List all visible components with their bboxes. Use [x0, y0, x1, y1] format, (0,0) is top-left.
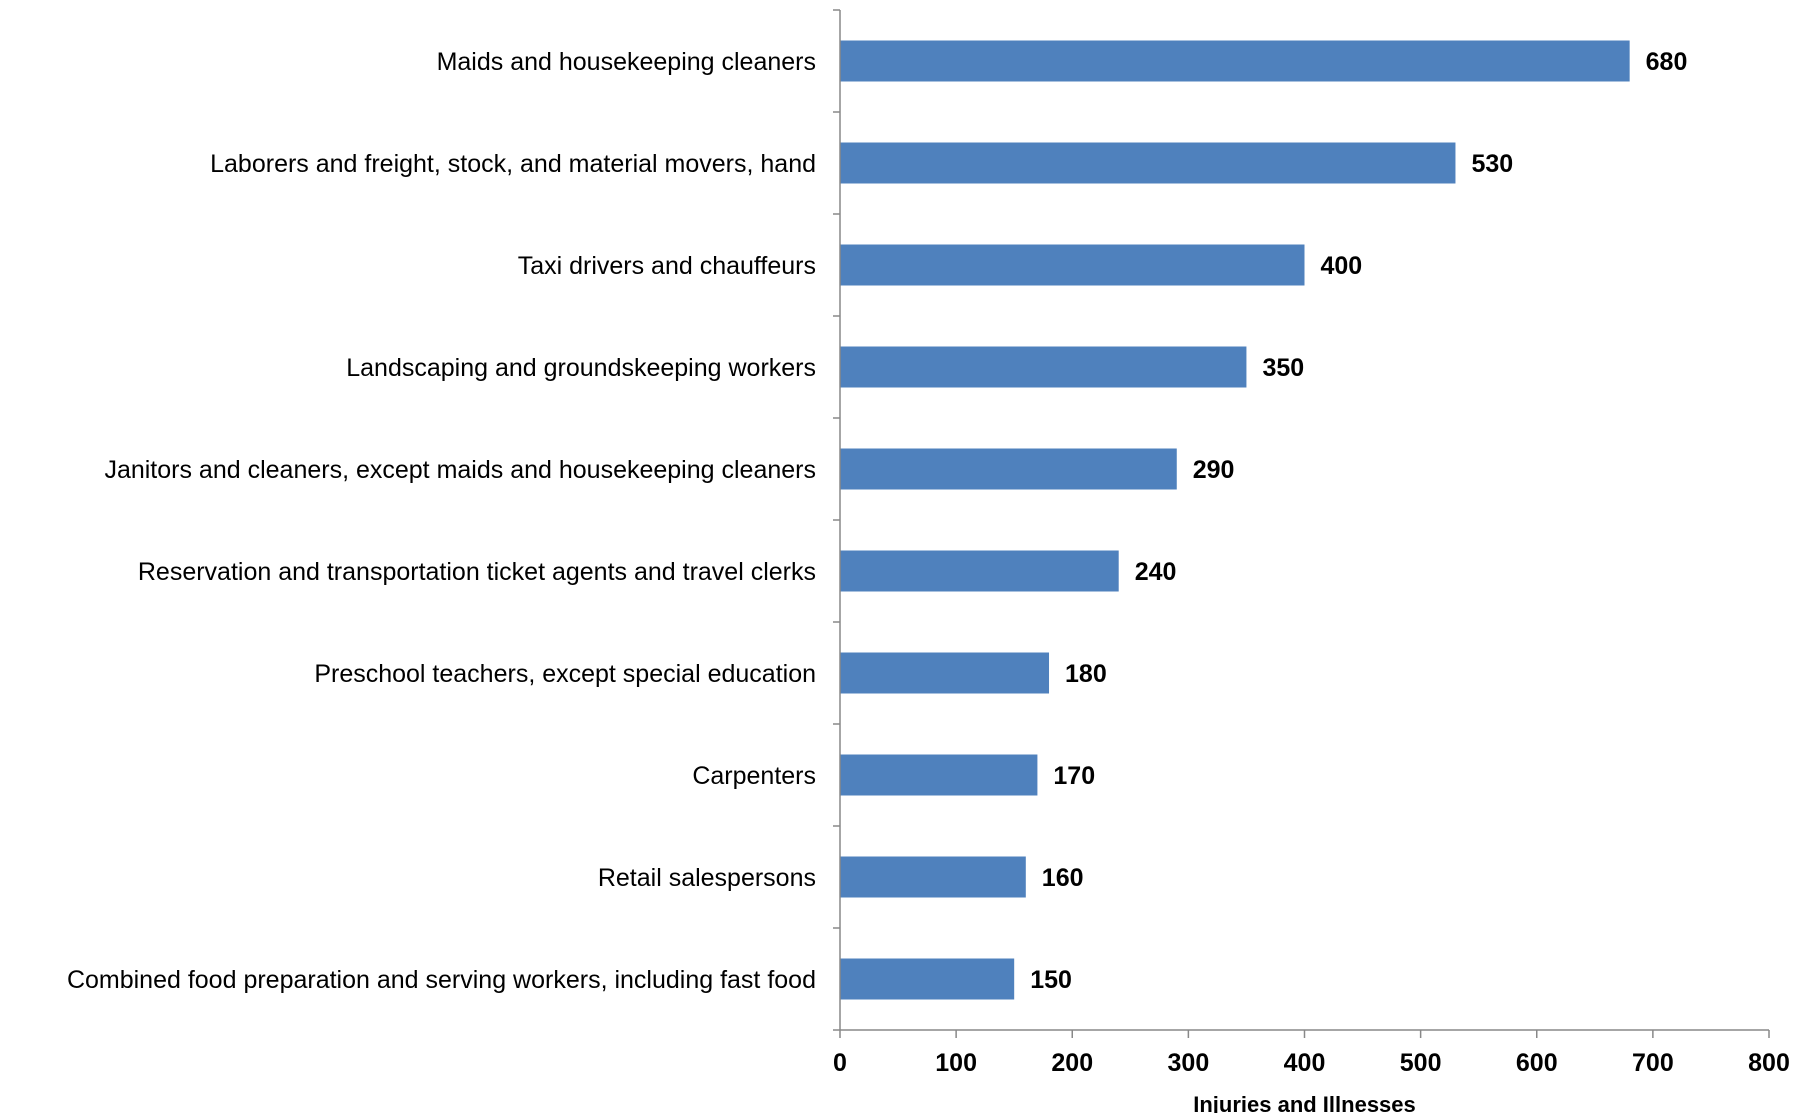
- data-label: 350: [1262, 354, 1304, 382]
- x-axis-tick-labels: 0 100 200 300 400 500 600 700 800: [833, 1049, 1790, 1077]
- data-label: 290: [1193, 456, 1235, 484]
- x-tick-label: 0: [833, 1049, 847, 1077]
- y-axis-ticks: [833, 9, 840, 1031]
- data-label: 170: [1053, 762, 1095, 790]
- data-label: 530: [1471, 150, 1513, 178]
- bar: [840, 448, 1177, 490]
- category-label: Combined food preparation and serving wo…: [67, 966, 816, 994]
- category-label: Reservation and transportation ticket ag…: [138, 558, 816, 586]
- x-tick-label: 300: [1168, 1049, 1210, 1077]
- data-label: 150: [1030, 966, 1072, 994]
- data-label: 680: [1646, 48, 1688, 76]
- bar: [840, 346, 1247, 388]
- bar: [840, 550, 1119, 592]
- x-tick-label: 500: [1400, 1049, 1442, 1077]
- category-label: Maids and housekeeping cleaners: [437, 48, 816, 76]
- x-axis-title: Injuries and Illnesses: [1193, 1092, 1416, 1113]
- data-label: 400: [1321, 252, 1363, 280]
- data-labels: 680 530 400 350 290 240 180 170 160 150: [1030, 48, 1687, 994]
- data-label: 240: [1135, 558, 1177, 586]
- x-tick-label: 200: [1051, 1049, 1093, 1077]
- category-label: Landscaping and groundskeeping workers: [346, 354, 816, 382]
- x-tick-label: 600: [1516, 1049, 1558, 1077]
- x-axis-ticks: [839, 1030, 1770, 1038]
- category-label: Carpenters: [692, 762, 816, 790]
- category-label: Taxi drivers and chauffeurs: [518, 252, 816, 280]
- bar: [840, 856, 1026, 898]
- bar: [840, 142, 1456, 184]
- x-tick-label: 800: [1748, 1049, 1790, 1077]
- bars-layer: [840, 40, 1630, 1000]
- data-label: 180: [1065, 660, 1107, 688]
- x-tick-label: 400: [1284, 1049, 1326, 1077]
- bar: [840, 958, 1015, 1000]
- category-label: Retail salespersons: [598, 864, 816, 892]
- data-label: 160: [1042, 864, 1084, 892]
- bar: [840, 652, 1050, 694]
- bar: [840, 754, 1038, 796]
- x-tick-label: 700: [1632, 1049, 1674, 1077]
- category-labels: Maids and housekeeping cleaners Laborers …: [67, 48, 816, 994]
- category-label: Preschool teachers, except special educa…: [314, 660, 816, 688]
- x-tick-label: 100: [935, 1049, 977, 1077]
- category-label: Laborers and freight, stock, and materia…: [210, 150, 816, 178]
- category-label: Janitors and cleaners, except maids and …: [104, 456, 816, 484]
- bar: [840, 244, 1305, 286]
- bar: [840, 40, 1630, 82]
